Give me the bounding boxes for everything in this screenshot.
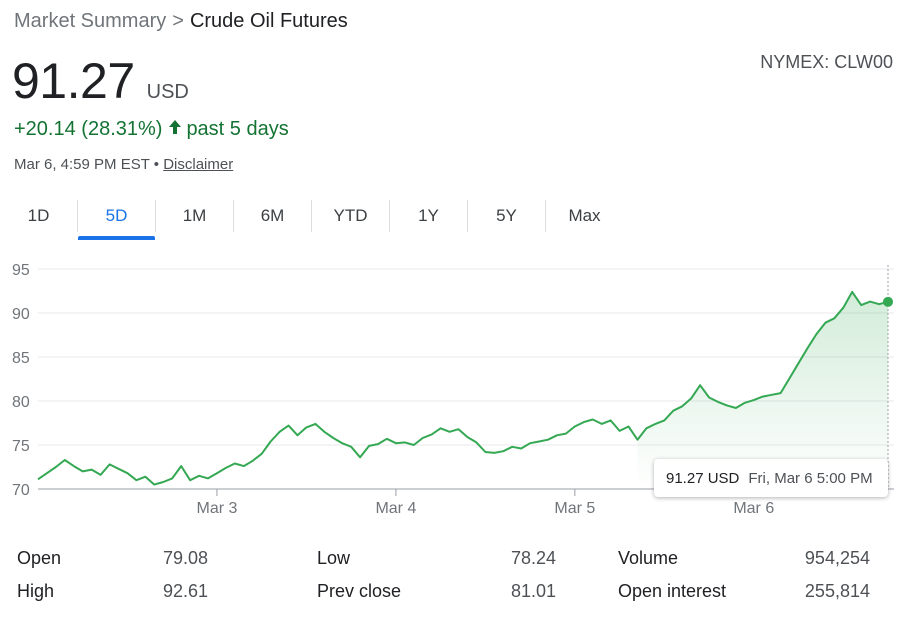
stat-value-low: 78.24 [510, 548, 556, 568]
tab-divider [155, 200, 156, 232]
tab-ytd[interactable]: YTD [333, 206, 368, 225]
tab-divider [311, 200, 312, 232]
y-tick-label: 75 [12, 438, 30, 455]
price-chart[interactable]: 95 90 85 80 75 70 Mar 3 Mar 4 Mar 5 Mar 6 [0, 255, 924, 525]
tooltip-date: Fri, Mar 6 5:00 PM [748, 469, 873, 487]
tab-divider [233, 200, 234, 232]
price-row: 91.27 USD [12, 52, 189, 110]
stat-value-volume: 954,254 [804, 548, 870, 568]
tab-6m[interactable]: 6M [260, 206, 285, 225]
exchange-ticker: NYMEX: CLW00 [760, 52, 893, 72]
arrow-up-icon [168, 118, 182, 141]
tab-divider [467, 200, 468, 232]
y-tick-label: 90 [12, 306, 30, 323]
quote-timestamp: Mar 6, 4:59 PM EST • Disclaimer [14, 156, 233, 173]
range-tabs: 1D 5D 1M 6M YTD 1Y 5Y Max [0, 200, 623, 240]
x-tick-label: Mar 3 [196, 500, 237, 517]
x-tick-label: Mar 4 [375, 500, 416, 517]
endpoint-marker [883, 296, 893, 307]
y-tick-label: 70 [12, 482, 30, 499]
breadcrumb-current: Crude Oil Futures [189, 10, 348, 32]
stat-label-high: High [17, 581, 55, 601]
x-tick-label: Mar 6 [733, 500, 774, 517]
y-tick-label: 95 [12, 262, 30, 279]
stat-value-high: 92.61 [162, 581, 208, 601]
tooltip-price: 91.27 USD [666, 469, 740, 487]
stat-value-open: 79.08 [162, 548, 208, 568]
tab-1m[interactable]: 1M [182, 206, 207, 225]
price-change-period: past 5 days [186, 118, 289, 140]
stat-label-open-interest: Open interest [618, 581, 727, 601]
y-tick-label: 85 [12, 350, 30, 367]
timestamp-text: Mar 6, 4:59 PM EST [14, 156, 150, 173]
stat-value-open-interest: 255,814 [804, 581, 870, 601]
price-change-value: +20.14 (28.31%) [14, 118, 163, 140]
price-area [637, 291, 888, 489]
x-tick-label: Mar 5 [554, 500, 595, 517]
tab-1y[interactable]: 1Y [418, 206, 439, 225]
stat-label-low: Low [317, 548, 351, 568]
timestamp-bullet: • [153, 156, 160, 173]
breadcrumb: Market Summary > Crude Oil Futures [14, 10, 348, 33]
current-price: 91.27 [12, 53, 135, 109]
chart-tooltip: 91.27 USD Fri, Mar 6 5:00 PM [654, 459, 888, 497]
tab-max[interactable]: Max [568, 206, 601, 225]
tab-divider [77, 200, 78, 232]
price-change: +20.14 (28.31%) past 5 days [14, 118, 289, 141]
disclaimer-link[interactable]: Disclaimer [163, 156, 234, 173]
breadcrumb-separator: > [172, 10, 184, 32]
stat-label-volume: Volume [618, 548, 679, 568]
price-line [37, 290, 889, 486]
tab-divider [545, 200, 546, 232]
tab-5y[interactable]: 5Y [496, 206, 517, 225]
stat-label-open: Open [17, 548, 62, 568]
y-tick-label: 80 [12, 394, 30, 411]
tab-divider [389, 200, 390, 232]
tab-5d[interactable]: 5D [78, 200, 155, 240]
stat-label-prev-close: Prev close [317, 581, 402, 601]
tab-1d[interactable]: 1D [27, 206, 50, 225]
currency-label: USD [146, 81, 189, 103]
breadcrumb-parent-link[interactable]: Market Summary [14, 10, 167, 32]
stat-value-prev-close: 81.01 [510, 581, 556, 601]
